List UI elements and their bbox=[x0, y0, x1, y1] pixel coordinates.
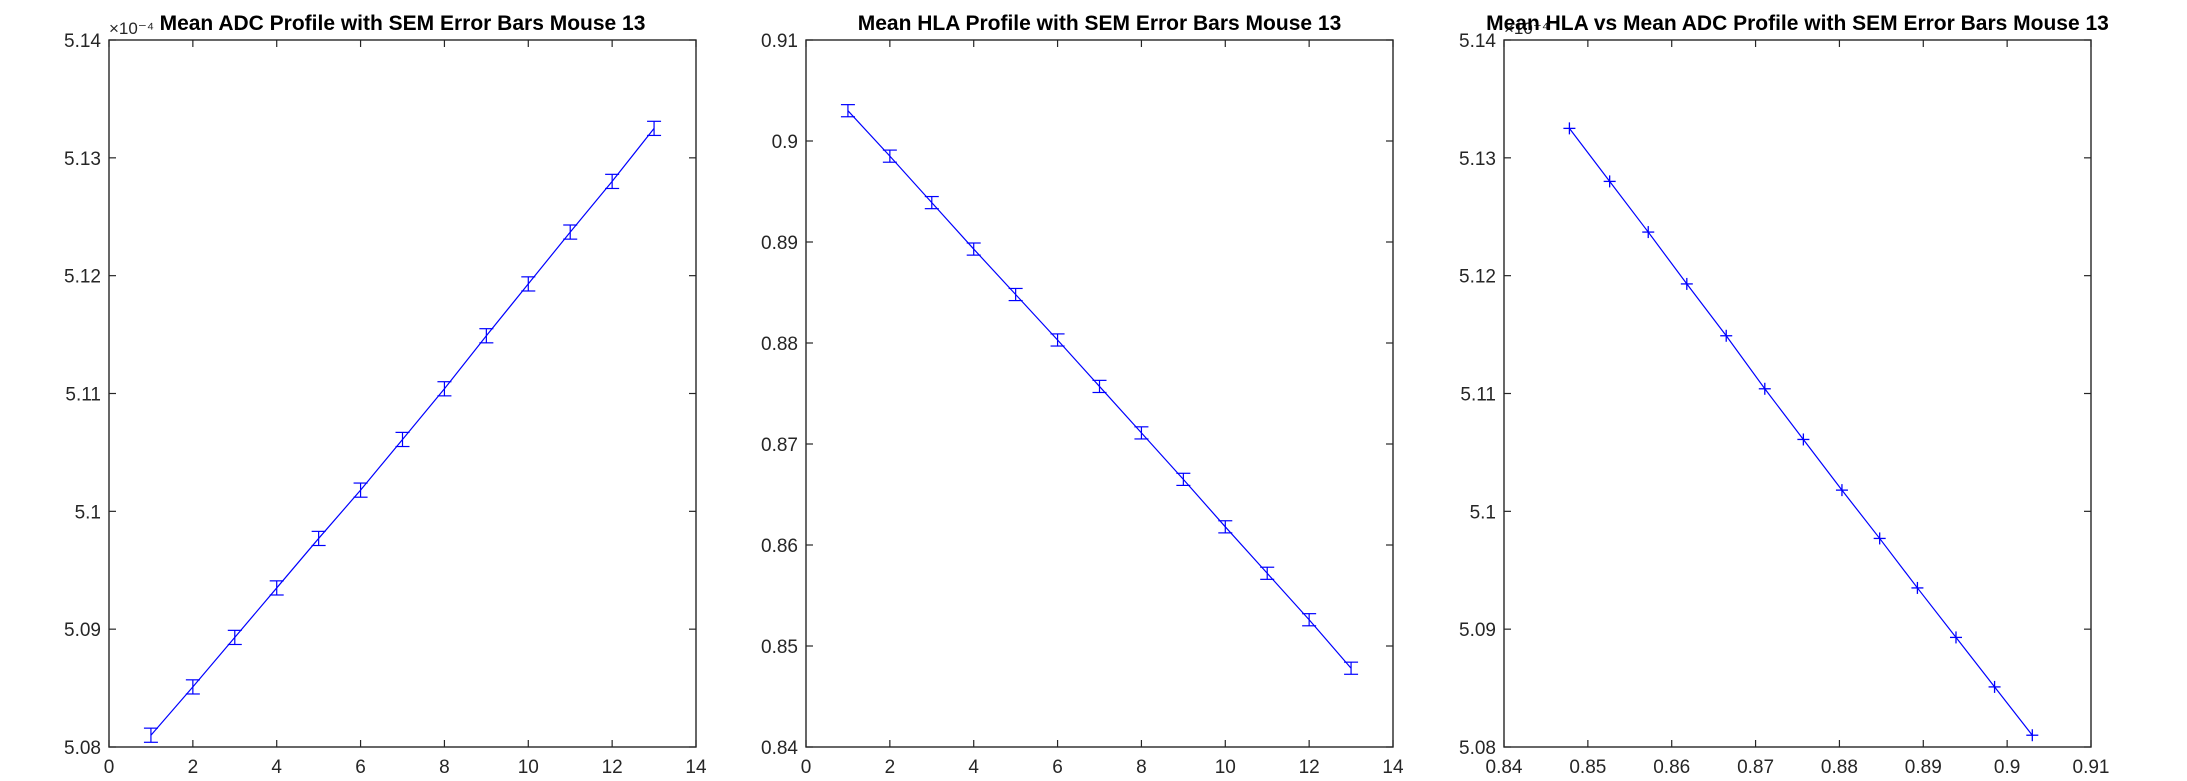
x-tick-label: 0.91 bbox=[2073, 757, 2110, 778]
plot-marks bbox=[840, 104, 1359, 675]
adc-profile-chart: 0 2 4 6 8 10 12 14 5.08 5.09 5.1 5.11 5.12 5.13 5.14 ×… bbox=[64, 12, 707, 778]
x-tick-label: 0.87 bbox=[1737, 757, 1774, 778]
y-tick-label: 0.88 bbox=[761, 334, 798, 355]
hla-profile-chart: 0 2 4 6 8 10 12 14 0.84 0.85 0.86 0.87 0.88 0.89 0.9 0.… bbox=[761, 12, 1404, 778]
x-tick-label: 0 bbox=[104, 757, 115, 778]
x-tick-label: 0.84 bbox=[1486, 757, 1523, 778]
y-tick-label: 0.89 bbox=[761, 233, 798, 254]
plot-area bbox=[108, 39, 697, 748]
plot-marks bbox=[1563, 122, 2039, 742]
y-tick-label: 0.91 bbox=[761, 31, 798, 52]
x-tick-label: 8 bbox=[439, 757, 450, 778]
y-tick-label: 5.11 bbox=[65, 385, 101, 406]
axis-ticks bbox=[1503, 39, 2092, 748]
x-tick-label: 4 bbox=[968, 757, 979, 778]
y-tick-label: 5.11 bbox=[1460, 385, 1496, 406]
plot-area bbox=[1503, 39, 2092, 748]
x-tick-label: 12 bbox=[1299, 757, 1320, 778]
axis-tick-labels: 0.84 0.85 0.86 0.87 0.88 0.89 0.9 0.91 5.08 5.09 5… bbox=[1459, 31, 2109, 778]
x-tick-label: 2 bbox=[885, 757, 896, 778]
x-tick-label: 0 bbox=[801, 757, 812, 778]
y-tick-label: 5.1 bbox=[1470, 502, 1496, 523]
y-tick-label: 5.13 bbox=[64, 149, 101, 170]
y-exponent-label: ×10⁻⁴ bbox=[109, 19, 154, 38]
x-tick-label: 12 bbox=[602, 757, 623, 778]
x-tick-label: 4 bbox=[271, 757, 282, 778]
y-tick-label: 5.1 bbox=[75, 502, 101, 523]
y-tick-label: 5.08 bbox=[64, 738, 101, 759]
y-tick-label: 5.08 bbox=[1459, 738, 1496, 759]
x-tick-label: 2 bbox=[188, 757, 199, 778]
x-tick-label: 6 bbox=[355, 757, 366, 778]
plot-marks bbox=[143, 120, 662, 743]
y-tick-label: 5.12 bbox=[64, 267, 101, 288]
x-tick-label: 0.86 bbox=[1653, 757, 1690, 778]
axis-tick-labels: 0 2 4 6 8 10 12 14 0.84 0.85 0.86 0.87 0.88 0.89 0.9 0.… bbox=[761, 31, 1404, 778]
y-tick-label: 5.14 bbox=[1459, 31, 1496, 52]
y-tick-label: 5.09 bbox=[1459, 620, 1496, 641]
x-tick-label: 10 bbox=[518, 757, 539, 778]
hla-vs-adc-chart: 0.84 0.85 0.86 0.87 0.88 0.89 0.9 0.91 5.08 5.09 5… bbox=[1459, 12, 2109, 778]
y-tick-label: 5.14 bbox=[64, 31, 101, 52]
chart-title: Mean HLA Profile with SEM Error Bars Mou… bbox=[858, 12, 1342, 35]
y-tick-label: 0.84 bbox=[761, 738, 798, 759]
x-tick-label: 14 bbox=[685, 757, 707, 778]
axis-ticks bbox=[805, 39, 1394, 748]
axis-ticks bbox=[108, 39, 697, 748]
y-exponent-label: ×10⁻⁴ bbox=[1504, 19, 1549, 38]
y-tick-label: 5.09 bbox=[64, 620, 101, 641]
x-tick-label: 14 bbox=[1382, 757, 1404, 778]
y-tick-label: 0.85 bbox=[761, 637, 798, 658]
y-tick-label: 0.87 bbox=[761, 435, 798, 456]
x-tick-label: 6 bbox=[1052, 757, 1063, 778]
plot-area bbox=[805, 39, 1394, 748]
x-tick-label: 8 bbox=[1136, 757, 1147, 778]
x-tick-label: 0.89 bbox=[1905, 757, 1942, 778]
chart-title: Mean HLA vs Mean ADC Profile with SEM Er… bbox=[1486, 12, 2109, 35]
x-tick-label: 0.9 bbox=[1994, 757, 2020, 778]
y-tick-label: 5.12 bbox=[1459, 267, 1496, 288]
x-tick-label: 10 bbox=[1215, 757, 1236, 778]
y-tick-label: 0.9 bbox=[772, 132, 798, 153]
x-tick-label: 0.85 bbox=[1569, 757, 1606, 778]
axis-tick-labels: 0 2 4 6 8 10 12 14 5.08 5.09 5.1 5.11 5.12 5.13 5.14 bbox=[64, 31, 707, 778]
x-tick-label: 0.88 bbox=[1821, 757, 1858, 778]
chart-title: Mean ADC Profile with SEM Error Bars Mou… bbox=[160, 12, 646, 35]
y-tick-label: 5.13 bbox=[1459, 149, 1496, 170]
y-tick-label: 0.86 bbox=[761, 536, 798, 557]
